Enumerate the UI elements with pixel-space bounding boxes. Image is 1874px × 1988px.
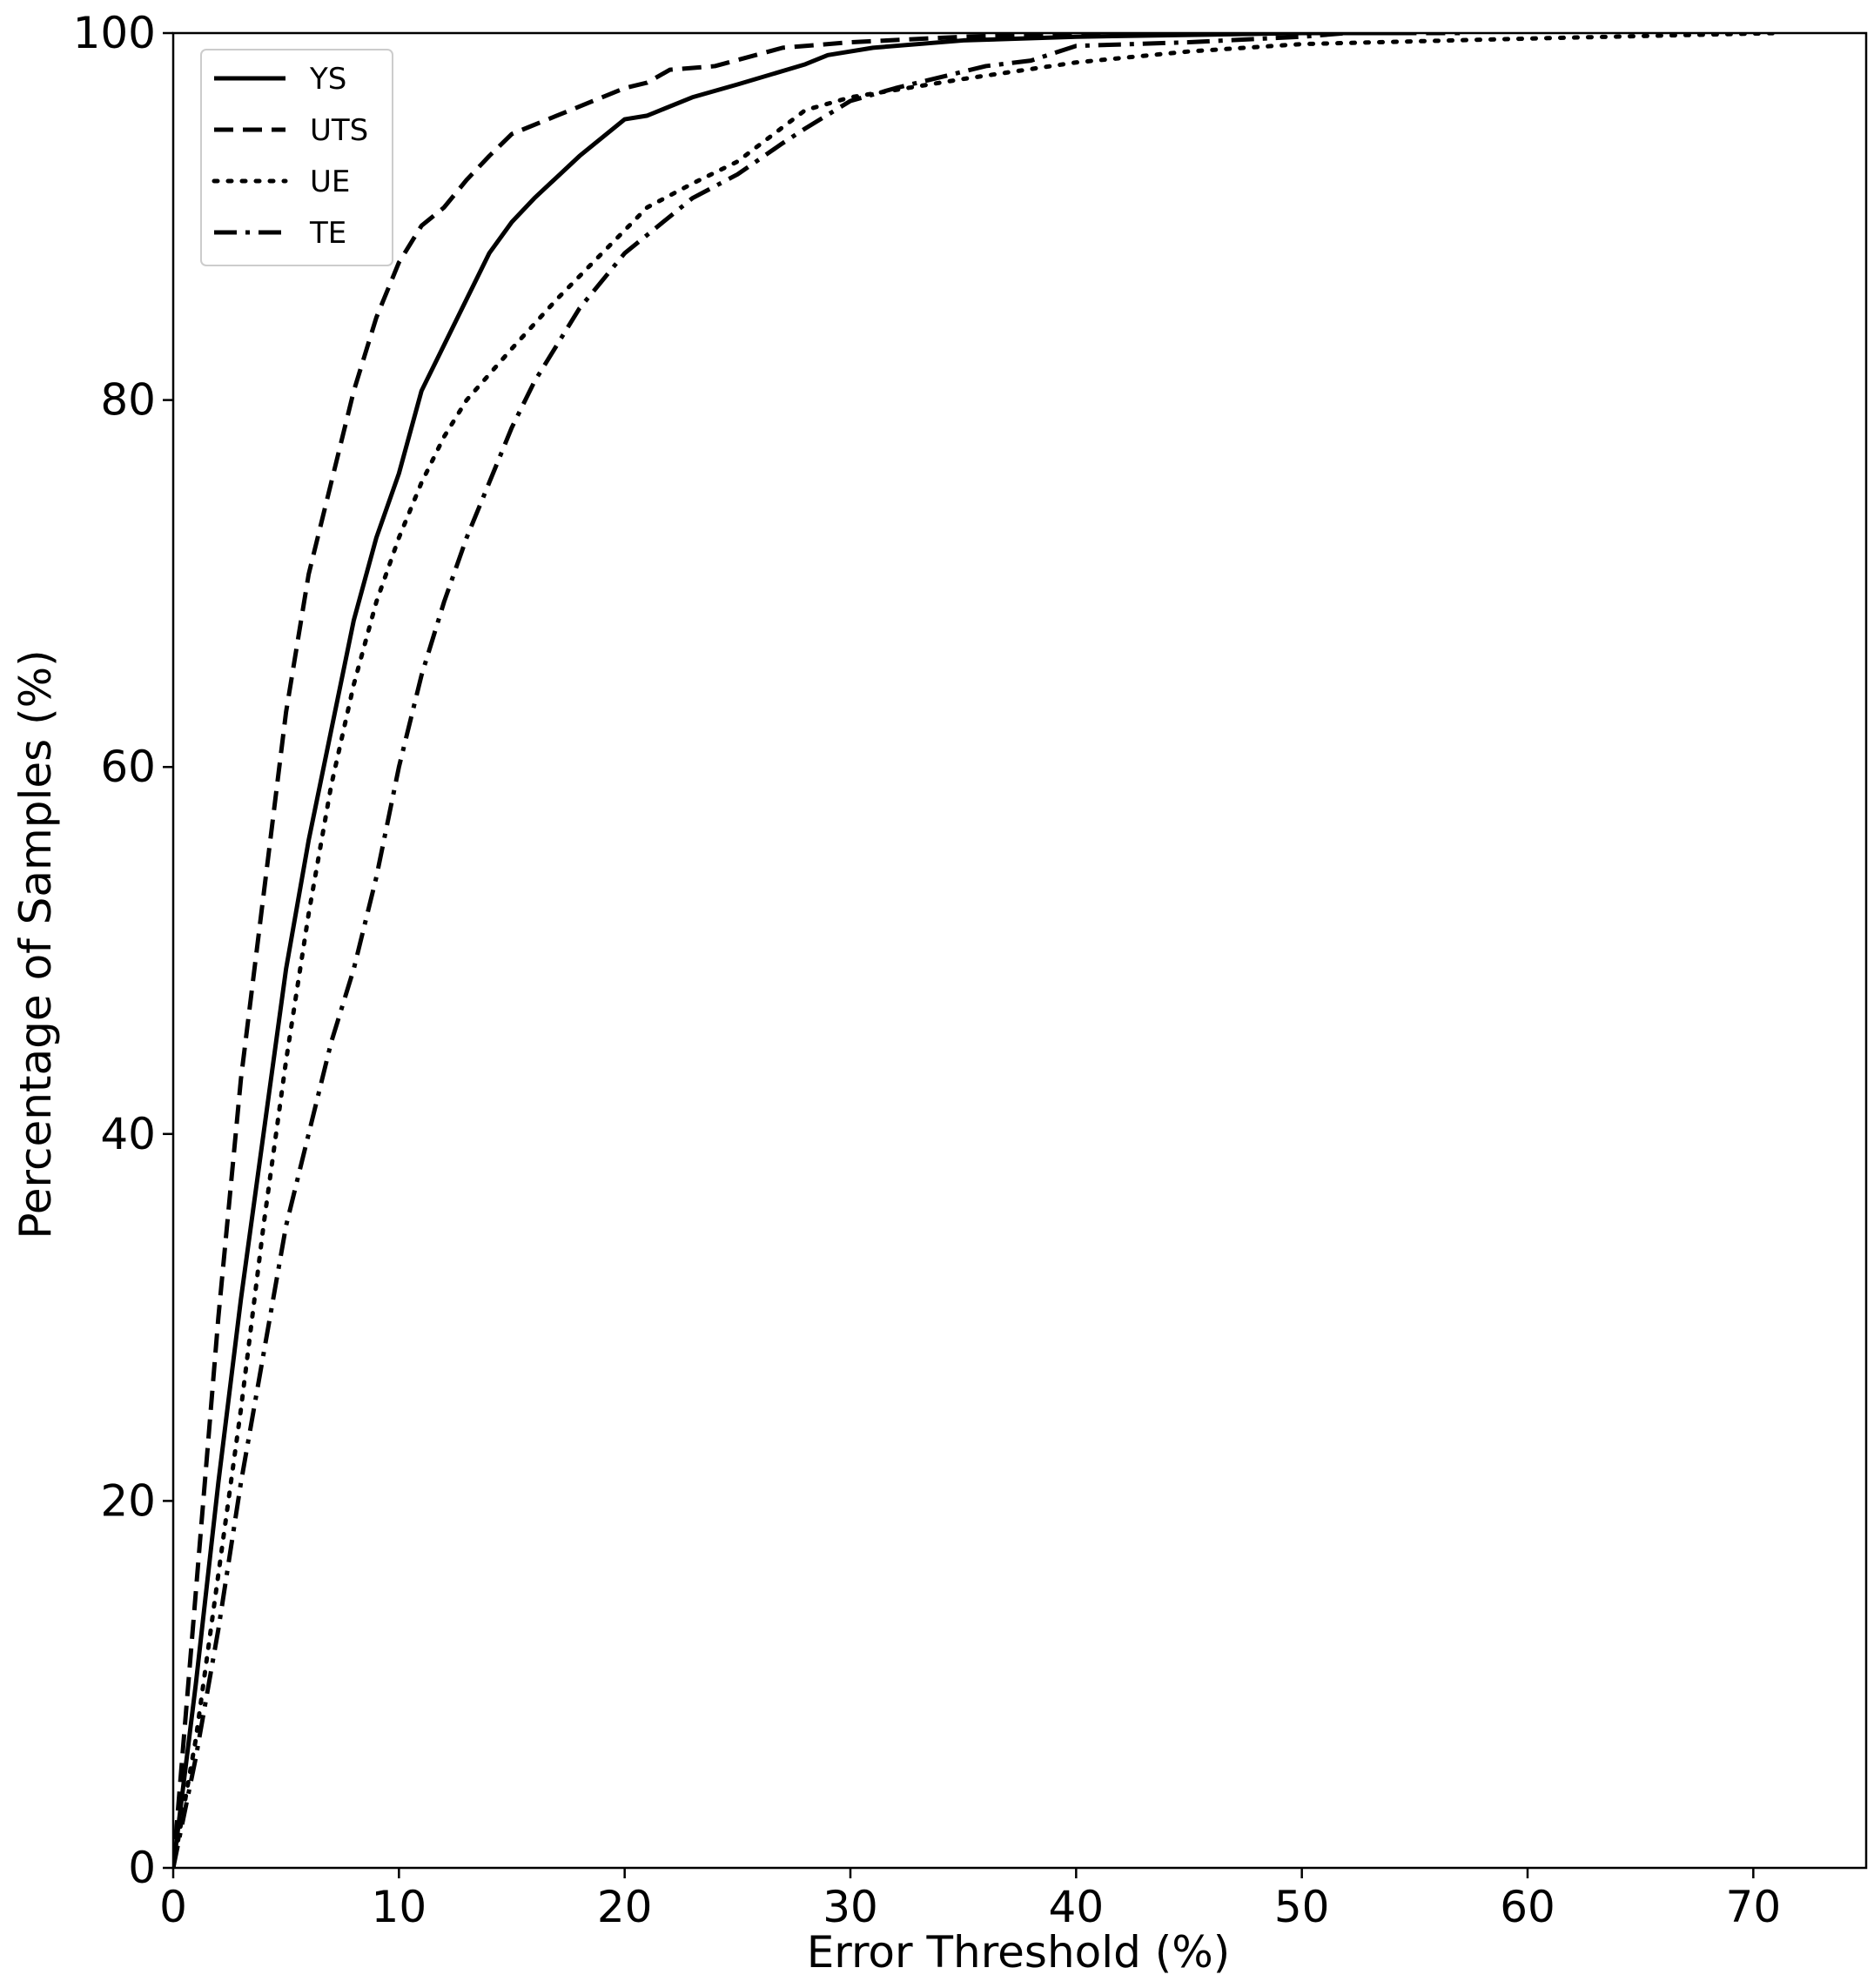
y-tick-label: 0 [128,1843,156,1893]
y-tick-label: 100 [73,8,156,58]
plot-frame [171,31,1868,1870]
y-tick-label: 40 [100,1109,156,1159]
series-line-ys [173,33,1415,1868]
x-tick-label: 70 [1726,1882,1782,1932]
x-tick-label: 20 [597,1882,653,1932]
x-axis-label: Error Threshold (%) [807,1927,1231,1978]
legend-label-uts: UTS [310,113,368,148]
axis-layer: 0 10 20 30 40 50 60 70 0 20 40 60 80 100 [73,8,1868,1932]
x-tick-label: 50 [1274,1882,1330,1932]
y-axis-label: Percentage of Samples (%) [10,649,61,1239]
series-line-ue [173,33,1778,1868]
x-tick-label: 60 [1500,1882,1555,1932]
x-tick-label: 40 [1049,1882,1105,1932]
series-layer [173,33,1778,1868]
legend: YS UTS UE TE [200,49,393,266]
legend-label-ue: UE [310,165,350,199]
y-tick-label: 60 [100,742,156,792]
legend-box [200,49,393,266]
legend-label-ys: YS [309,62,346,97]
legend-label-te: TE [309,216,346,251]
y-tick-label: 20 [100,1475,156,1526]
x-tick-label: 30 [823,1882,878,1932]
y-tick-label: 80 [100,375,156,426]
x-tick-label: 0 [159,1882,187,1932]
series-line-uts [173,33,1461,1868]
x-tick-label: 10 [372,1882,427,1932]
series-line-te [173,33,1347,1868]
